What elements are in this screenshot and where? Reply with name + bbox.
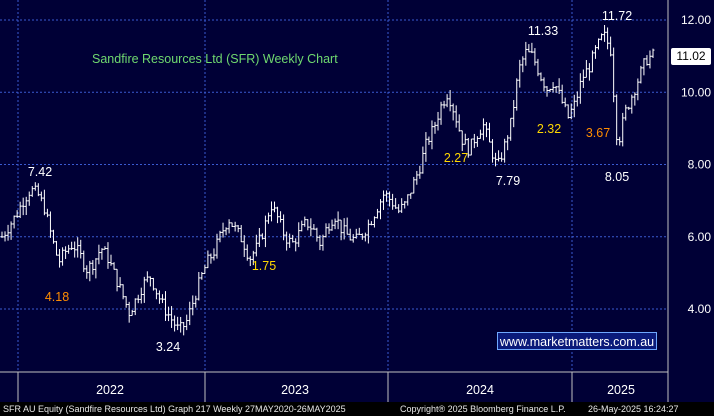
- grid-layer: 4.00 6.00 8.00 10.00 12.00 2022 2023 2024 2025: [0, 0, 711, 402]
- x-tick-label: 2022: [96, 383, 124, 397]
- footer-bar: SFR AU Equity (Sandfire Resources Ltd) G…: [0, 402, 714, 416]
- x-tick-label: 2023: [281, 383, 309, 397]
- annotation-label: 4.18: [45, 290, 69, 304]
- y-tick-label: 6.00: [688, 230, 712, 244]
- y-tick-label: 10.00: [681, 85, 711, 99]
- annotation-label: 11.72: [602, 9, 632, 23]
- annotation-label: 2.27: [444, 151, 468, 165]
- footer-left: SFR AU Equity (Sandfire Resources Ltd) G…: [3, 404, 346, 414]
- annotation-label: 1.75: [252, 259, 276, 273]
- price-bars: [0, 25, 655, 336]
- annotation-label: 2.32: [537, 122, 561, 136]
- annotation-label: 7.42: [28, 165, 52, 179]
- x-tick-label: 2024: [466, 383, 494, 397]
- y-tick-label: 8.00: [688, 158, 712, 172]
- annotation-layer: 7.42 4.18 3.24 1.75 2.27 7.79 11.33 2.32 3.67 11.…: [28, 9, 632, 354]
- y-tick-label: 12.00: [681, 13, 711, 27]
- annotation-label: 8.05: [605, 170, 629, 184]
- x-tick-label: 2025: [607, 383, 635, 397]
- footer-copyright: Copyright® 2025 Bloomberg Finance L.P.: [400, 404, 566, 414]
- annotation-label: 3.67: [586, 126, 610, 140]
- y-tick-label: 4.00: [688, 302, 712, 316]
- chart-title: Sandfire Resources Ltd (SFR) Weekly Char…: [92, 52, 338, 66]
- annotation-label: 11.33: [528, 24, 558, 38]
- annotation-label: 3.24: [156, 340, 180, 354]
- watermark-link[interactable]: www.marketmatters.com.au: [497, 332, 657, 350]
- footer-timestamp: 26-May-2025 16:24:27: [588, 404, 679, 414]
- last-price-tag: 11.02: [671, 48, 711, 65]
- annotation-label: 7.79: [496, 174, 520, 188]
